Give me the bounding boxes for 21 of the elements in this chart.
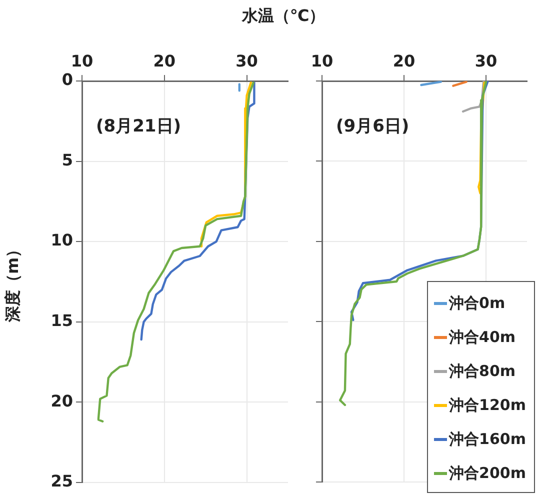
y-axis-title: 深度（m） bbox=[2, 241, 22, 324]
legend-label: 沖合120m bbox=[449, 396, 526, 414]
legend-label: 沖合160m bbox=[449, 430, 526, 448]
x-tick-label: 30 bbox=[474, 52, 498, 71]
x-axis-title: 水温（℃） bbox=[240, 6, 326, 27]
x-tick-label: 10 bbox=[310, 52, 334, 71]
x-tick-label: 20 bbox=[392, 52, 416, 71]
legend-label: 沖合0m bbox=[449, 294, 506, 312]
y-tick-label: 10 bbox=[50, 230, 73, 250]
x-tick-label: 20 bbox=[153, 52, 176, 71]
x-tick-label: 30 bbox=[236, 52, 258, 71]
annotation: (9月6日) bbox=[336, 116, 410, 136]
legend-label: 沖合200m bbox=[449, 464, 526, 482]
legend-label: 沖合80m bbox=[449, 362, 516, 380]
y-tick-label: 5 bbox=[62, 150, 73, 170]
y-tick-label: 0 bbox=[62, 70, 73, 90]
annotation: (8月21日) bbox=[96, 116, 182, 136]
legend-label: 沖合40m bbox=[449, 328, 516, 346]
y-tick-label: 20 bbox=[50, 391, 73, 410]
y-tick-label: 25 bbox=[50, 472, 73, 491]
y-tick-label: 15 bbox=[50, 310, 73, 330]
